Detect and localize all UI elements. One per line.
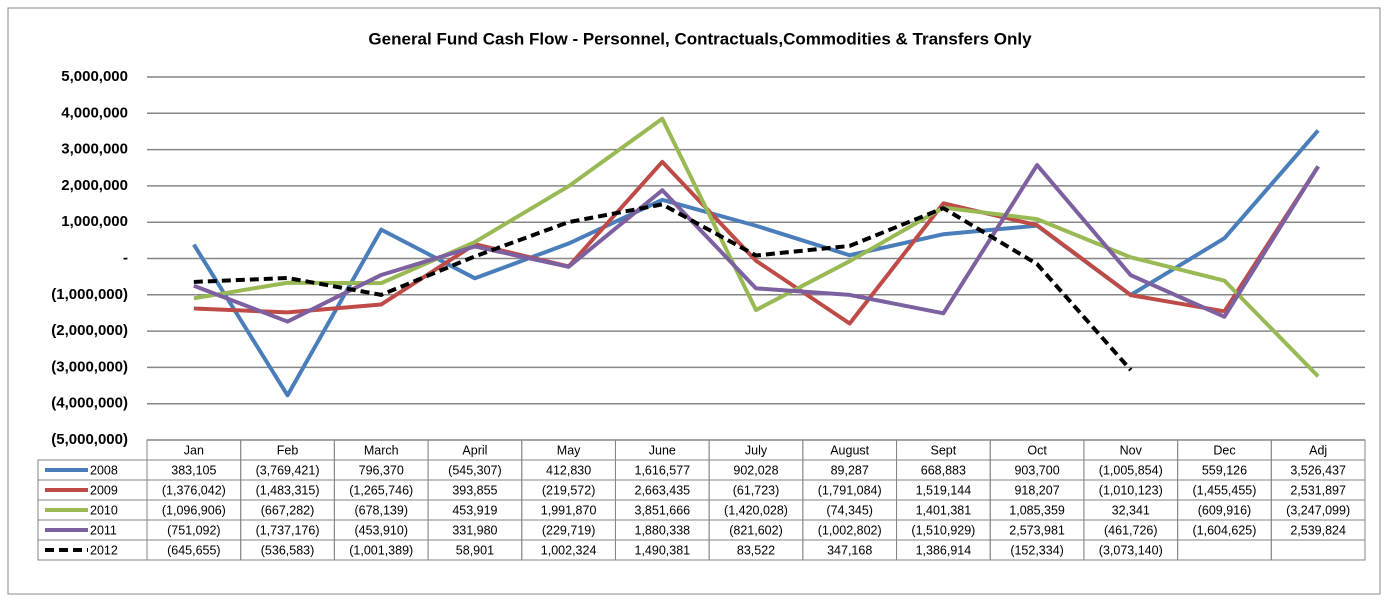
x-tick-label: April xyxy=(462,443,487,457)
table-value: 559,126 xyxy=(1202,463,1247,477)
table-value: (751,092) xyxy=(167,523,221,537)
table-value: 1,991,870 xyxy=(541,503,597,517)
table-value: (667,282) xyxy=(261,503,315,517)
table-value: 3,851,666 xyxy=(635,503,691,517)
table-value: (74,345) xyxy=(826,503,873,517)
x-tick-label: Jan xyxy=(184,443,204,457)
table-value: 918,207 xyxy=(1014,483,1059,497)
y-tick-label: 1,000,000 xyxy=(61,213,128,230)
y-tick-label: (4,000,000) xyxy=(51,395,128,412)
x-tick-label: June xyxy=(649,443,676,457)
chart-title: General Fund Cash Flow - Personnel, Cont… xyxy=(368,29,1032,48)
table-value: (3,247,099) xyxy=(1286,503,1350,517)
table-value: (1,455,455) xyxy=(1192,483,1256,497)
y-tick-label: (1,000,000) xyxy=(51,286,128,303)
legend-label: 2009 xyxy=(90,483,118,497)
legend-label: 2010 xyxy=(90,503,118,517)
table-value: (1,510,929) xyxy=(911,523,975,537)
table-value: (536,583) xyxy=(261,543,315,557)
table-value: 2,539,824 xyxy=(1290,523,1346,537)
table-value: (545,307) xyxy=(448,463,502,477)
series-line xyxy=(193,202,1133,372)
series-line xyxy=(193,163,1320,324)
table-value: (219,572) xyxy=(542,483,596,497)
x-tick-label: August xyxy=(830,443,869,457)
table-value: (678,139) xyxy=(354,503,408,517)
table-value: 393,855 xyxy=(452,483,497,497)
table-value: (1,376,042) xyxy=(162,483,226,497)
x-tick-label: March xyxy=(364,443,399,457)
table-value: 331,980 xyxy=(452,523,497,537)
table-value: 32,341 xyxy=(1112,503,1150,517)
x-tick-label: Nov xyxy=(1120,443,1143,457)
table-value: 902,028 xyxy=(733,463,778,477)
table-value: (821,602) xyxy=(729,523,783,537)
table-value: 453,919 xyxy=(452,503,497,517)
table-value: 347,168 xyxy=(827,543,872,557)
table-value: 412,830 xyxy=(546,463,591,477)
y-tick-label: - xyxy=(123,249,128,266)
table-value: 58,901 xyxy=(456,543,494,557)
table-value: (461,726) xyxy=(1104,523,1158,537)
y-tick-label: 5,000,000 xyxy=(61,68,128,85)
table-value: (1,096,906) xyxy=(162,503,226,517)
x-tick-label: Dec xyxy=(1213,443,1235,457)
table-value: 3,526,437 xyxy=(1290,463,1346,477)
table-value: (1,737,176) xyxy=(256,523,320,537)
x-tick-label: Oct xyxy=(1027,443,1047,457)
table-value: (609,916) xyxy=(1198,503,1252,517)
legend-label: 2008 xyxy=(90,463,118,477)
series-line xyxy=(193,159,1320,326)
table-value: (1,005,854) xyxy=(1099,463,1163,477)
table-value: (1,604,625) xyxy=(1192,523,1256,537)
table-value: 1,519,144 xyxy=(916,483,972,497)
table-value: (1,791,084) xyxy=(818,483,882,497)
table-value: 903,700 xyxy=(1014,463,1059,477)
table-value: 796,370 xyxy=(359,463,404,477)
table-value: 1,386,914 xyxy=(916,543,972,557)
y-tick-label: 3,000,000 xyxy=(61,141,128,158)
table-value: (1,002,802) xyxy=(818,523,882,537)
table-value: 2,531,897 xyxy=(1290,483,1346,497)
table-value: (1,420,028) xyxy=(724,503,788,517)
table-value: (1,001,389) xyxy=(349,543,413,557)
table-value: 1,880,338 xyxy=(635,523,691,537)
table-value: 383,105 xyxy=(171,463,216,477)
table-value: 2,663,435 xyxy=(635,483,691,497)
x-tick-label: Feb xyxy=(277,443,299,457)
table-value: (61,723) xyxy=(733,483,780,497)
table-value: (1,265,746) xyxy=(349,483,413,497)
table-cell xyxy=(1270,539,1366,561)
x-tick-label: July xyxy=(745,443,768,457)
table-value: 1,616,577 xyxy=(635,463,691,477)
y-tick-label: 4,000,000 xyxy=(61,104,128,121)
table-value: (229,719) xyxy=(542,523,596,537)
table-value: 1,490,381 xyxy=(635,543,691,557)
table-value: 1,002,324 xyxy=(541,543,597,557)
table-value: 668,883 xyxy=(921,463,966,477)
legend-label: 2011 xyxy=(90,523,117,537)
table-value: (453,910) xyxy=(354,523,408,537)
x-tick-label: May xyxy=(557,443,581,457)
table-value: (3,769,421) xyxy=(256,463,320,477)
table-value: 2,573,981 xyxy=(1009,523,1065,537)
table-value: 1,401,381 xyxy=(916,503,972,517)
y-tick-label: 2,000,000 xyxy=(61,177,128,194)
x-tick-label: Sept xyxy=(931,443,957,457)
table-value: (645,655) xyxy=(167,543,221,557)
x-tick-label: Adj xyxy=(1309,443,1327,457)
table-value: 83,522 xyxy=(737,543,775,557)
y-tick-label: (5,000,000) xyxy=(51,431,128,448)
table-value: (152,334) xyxy=(1010,543,1064,557)
series-line xyxy=(193,116,1320,378)
table-value: (3,073,140) xyxy=(1099,543,1163,557)
table-value: (1,483,315) xyxy=(256,483,320,497)
table-value: 1,085,359 xyxy=(1009,503,1065,517)
y-tick-label: (2,000,000) xyxy=(51,322,128,339)
table-value: 89,287 xyxy=(831,463,869,477)
table-value: (1,010,123) xyxy=(1099,483,1163,497)
legend-label: 2012 xyxy=(90,543,118,557)
y-tick-label: (3,000,000) xyxy=(51,358,128,375)
